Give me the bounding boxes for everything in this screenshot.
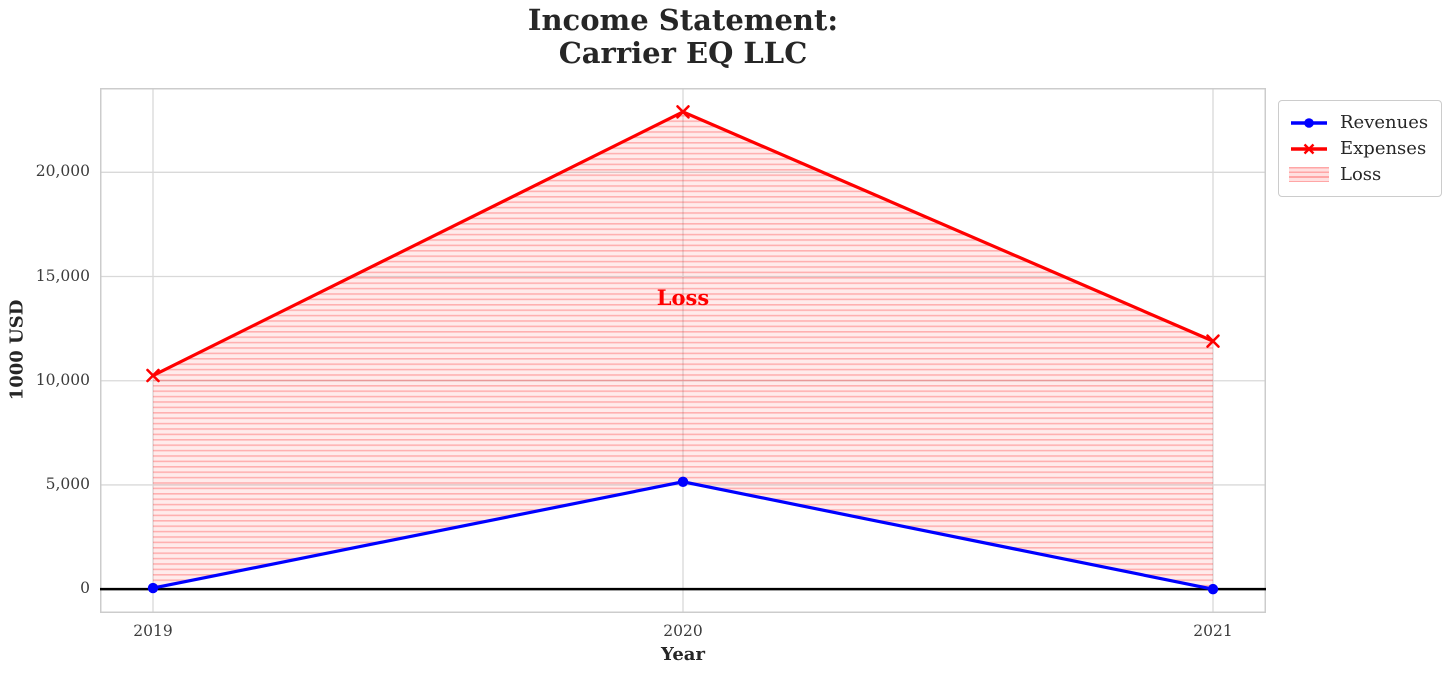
plot-area: Loss bbox=[100, 88, 1266, 613]
chart-title: Income Statement: Carrier EQ LLC bbox=[100, 4, 1266, 70]
revenues-marker bbox=[147, 582, 159, 594]
legend-label-loss: Loss bbox=[1340, 163, 1382, 185]
legend: Revenues Expenses Loss bbox=[1278, 100, 1442, 197]
y-tick-label: 10,000 bbox=[35, 370, 90, 389]
loss-area-swatch bbox=[1289, 167, 1329, 182]
legend-label-revenues: Revenues bbox=[1340, 111, 1429, 133]
y-tick-label: 15,000 bbox=[35, 266, 90, 285]
expenses-marker bbox=[676, 105, 690, 119]
legend-label-expenses: Expenses bbox=[1340, 137, 1427, 159]
y-tick-label: 0 bbox=[80, 579, 90, 598]
y-tick-label: 5,000 bbox=[45, 474, 90, 493]
plot-frame bbox=[100, 88, 1266, 613]
x-axis-ticks: 2019 2020 2021 bbox=[100, 622, 1266, 644]
legend-item-loss: Loss bbox=[1289, 162, 1431, 187]
x-tick-label: 2021 bbox=[1193, 622, 1233, 640]
chart-title-line1: Income Statement: bbox=[527, 3, 839, 37]
x-axis-label: Year bbox=[661, 644, 705, 665]
revenues-marker bbox=[1207, 583, 1219, 595]
chart-title-line2: Carrier EQ LLC bbox=[558, 36, 808, 70]
revenues-marker bbox=[677, 476, 689, 488]
expenses-line-swatch bbox=[1291, 143, 1327, 154]
legend-item-expenses: Expenses bbox=[1289, 136, 1431, 161]
y-axis-ticks: 0 5,000 10,000 15,000 20,000 bbox=[0, 88, 90, 613]
expenses-marker bbox=[146, 368, 160, 383]
x-tick-label: 2020 bbox=[663, 622, 703, 640]
loss-area bbox=[153, 111, 1213, 590]
expenses-marker bbox=[1206, 334, 1220, 348]
revenues-line-swatch bbox=[1291, 117, 1327, 128]
y-tick-label: 20,000 bbox=[35, 162, 90, 181]
x-tick-label: 2019 bbox=[133, 622, 173, 640]
loss-annotation: Loss bbox=[657, 285, 709, 310]
legend-item-revenues: Revenues bbox=[1289, 110, 1431, 135]
